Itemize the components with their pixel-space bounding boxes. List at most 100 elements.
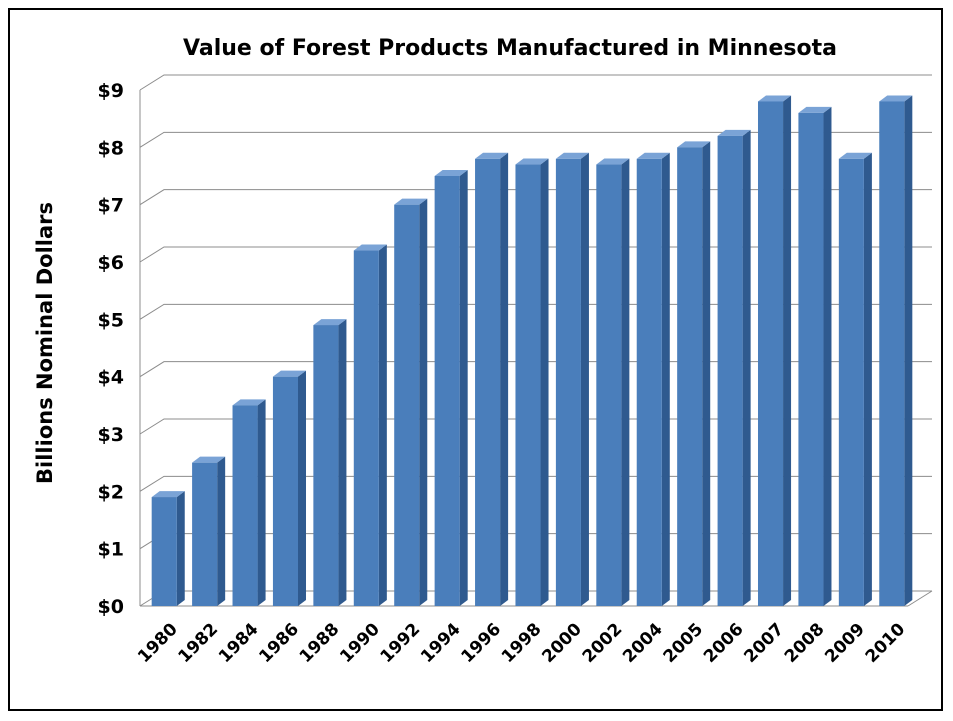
y-tick-label: $5: [98, 309, 124, 331]
bar: [555, 152, 589, 607]
x-tick-label: 2006: [700, 619, 748, 667]
bar: [232, 399, 266, 606]
bar-top: [272, 370, 307, 377]
y-tick-label: $3: [98, 424, 124, 446]
bar-side: [419, 198, 428, 606]
bar: [475, 152, 509, 607]
bar-front: [798, 112, 824, 606]
gridline: [139, 74, 932, 91]
x-tick-label: 2000: [538, 619, 586, 667]
x-tick-label: 1990: [336, 619, 384, 667]
bar-top: [313, 319, 347, 326]
x-tick-label: 1984: [215, 619, 263, 667]
x-tick-label: 2007: [740, 619, 788, 667]
x-tick-label: 1980: [134, 619, 182, 667]
bar-front: [232, 405, 258, 606]
bar-front: [192, 462, 218, 606]
bar-front: [515, 164, 541, 607]
x-tick-label: 1996: [458, 619, 506, 667]
bar-front: [434, 176, 460, 606]
bar-top: [394, 198, 428, 205]
bar-top: [717, 129, 751, 136]
bar-side: [298, 370, 307, 606]
bar-side: [863, 152, 872, 607]
bar-top: [838, 152, 872, 159]
gridline: [139, 189, 932, 206]
bar-front: [757, 101, 784, 606]
bar: [677, 141, 711, 607]
gridline: [139, 361, 932, 378]
bar: [838, 152, 872, 607]
bar: [717, 129, 751, 606]
x-tick-label: 1992: [377, 619, 425, 667]
bar-front: [313, 325, 339, 606]
x-tick-label: 1988: [296, 619, 344, 667]
bar-top: [192, 456, 226, 463]
x-tick-label: 2002: [579, 619, 627, 667]
bar: [757, 95, 792, 606]
y-tick-label: $8: [98, 137, 124, 159]
bar-top: [636, 152, 670, 159]
y-tick-label: $7: [98, 195, 124, 217]
bar-side: [661, 152, 670, 607]
bar: [636, 152, 670, 607]
gridline: [139, 418, 932, 435]
bar-top: [353, 244, 387, 251]
bar-front: [636, 158, 662, 607]
bar-side: [702, 141, 711, 607]
bar-front: [596, 164, 622, 607]
bar: [394, 198, 428, 606]
bar: [353, 244, 387, 607]
y-tick-label: $2: [98, 481, 124, 503]
y-tick-label: $9: [98, 80, 124, 102]
x-tick-label: 2010: [862, 619, 910, 667]
bar-front: [151, 497, 177, 606]
y-tick-label: $1: [98, 539, 124, 561]
bar-front: [272, 376, 299, 606]
x-tick-label: 1994: [417, 619, 465, 667]
x-tick-label: 2008: [781, 619, 829, 667]
gridline: [139, 475, 932, 492]
bar-top: [757, 95, 792, 102]
bar-top: [515, 158, 549, 165]
bar-side: [459, 170, 468, 606]
bar-side: [904, 95, 913, 606]
x-tick-label: 1982: [175, 619, 223, 667]
bar-top: [596, 158, 630, 165]
bar-side: [580, 152, 589, 607]
bar-top: [475, 152, 509, 159]
bar-side: [621, 158, 630, 607]
bar-top: [677, 141, 711, 148]
bar: [313, 319, 347, 606]
bar-side: [742, 129, 751, 606]
x-tick-label: 2004: [619, 619, 667, 667]
chart-title: Value of Forest Products Manufactured in…: [183, 36, 837, 61]
bar-side: [500, 152, 509, 607]
bar-top: [798, 106, 832, 113]
bar-top: [434, 170, 468, 176]
bar-side: [823, 106, 832, 606]
gridline: [139, 303, 932, 320]
bar-top: [232, 399, 266, 406]
bar: [192, 456, 226, 606]
y-axis-label: Billions Nominal Dollars: [33, 202, 57, 484]
bar-front: [717, 135, 743, 606]
y-tick-labels: $0 $1 $2 $3 $4 $5 $6 $7 $8 $9: [98, 80, 124, 618]
bar-side: [176, 491, 185, 606]
bar-front: [879, 101, 905, 606]
bar-side: [540, 158, 549, 607]
bar-front: [838, 158, 864, 607]
x-tick-label: 1998: [498, 619, 546, 667]
x-tick-label: 2005: [660, 619, 708, 667]
y-tick-label: $0: [98, 596, 124, 618]
bar: [798, 106, 832, 606]
bar: [434, 170, 468, 606]
bar-front: [353, 250, 379, 607]
bars: [151, 95, 913, 607]
y-tick-label: $4: [98, 367, 124, 389]
bar-top: [879, 95, 913, 102]
bar-front: [677, 147, 703, 607]
bar-front: [555, 158, 581, 607]
bar-side: [257, 399, 266, 606]
